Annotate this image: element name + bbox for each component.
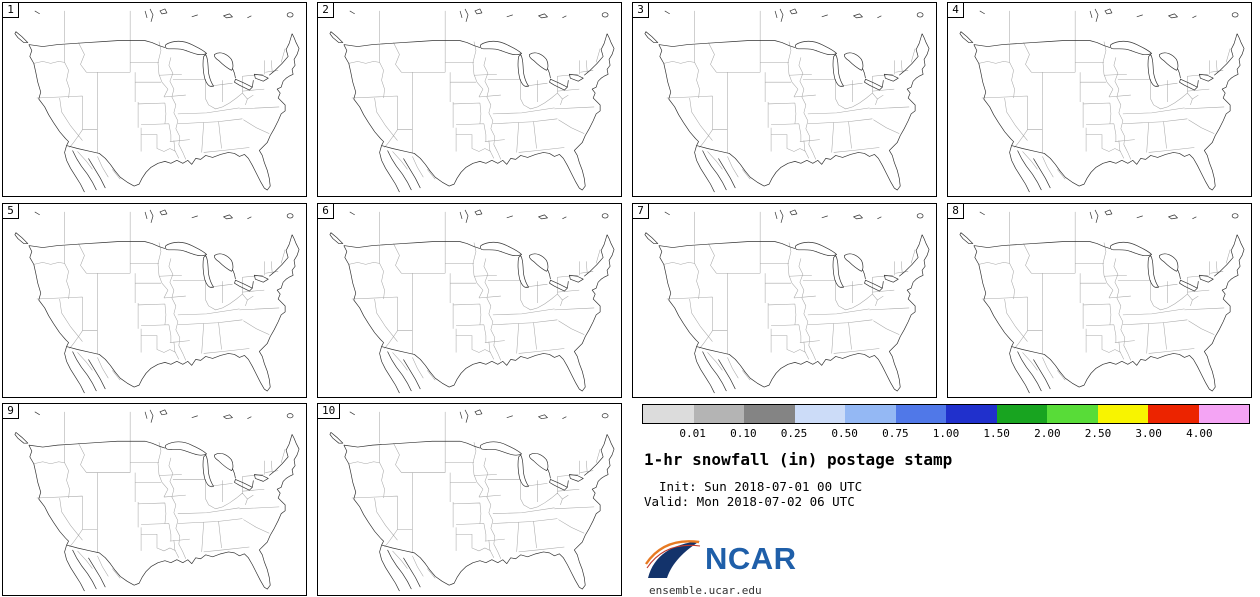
map-panel-10: 10 [317, 403, 622, 596]
map-panel-3: 3 [632, 2, 937, 197]
colorbar-segment [1148, 405, 1199, 423]
colorbar-tick-label: 0.25 [780, 427, 808, 440]
colorbar-tick-label: 1.00 [932, 427, 960, 440]
colorbar-segment [1097, 405, 1148, 423]
panel-number: 1 [3, 3, 19, 18]
map-panel-2: 2 [317, 2, 622, 197]
panel-number: 8 [948, 204, 964, 219]
conus-map [14, 409, 300, 592]
colorbar-tick-label: 4.00 [1186, 427, 1213, 440]
colorbar-segment [744, 405, 795, 423]
map-panel-7: 7 [632, 203, 937, 398]
map-panel-8: 8 [947, 203, 1252, 398]
panel-number: 3 [633, 3, 649, 18]
colorbar-segment [643, 405, 694, 423]
colorbar-segment [1047, 405, 1098, 423]
ncar-logo-text: NCAR [705, 541, 797, 576]
panel-number: 5 [3, 204, 19, 219]
valid-time: Valid: Mon 2018-07-02 06 UTC [644, 494, 855, 509]
ncar-logo-icon [645, 540, 701, 578]
conus-map [329, 8, 615, 193]
website-caption: ensemble.ucar.edu [649, 584, 762, 597]
map-panel-5: 5 [2, 203, 307, 398]
conus-map [14, 8, 300, 193]
map-panel-4: 4 [947, 2, 1252, 197]
colorbar-tick-label: 2.50 [1084, 427, 1112, 440]
panel-number: 2 [318, 3, 334, 18]
conus-map [959, 8, 1245, 193]
panel-number: 6 [318, 204, 334, 219]
map-panel-6: 6 [317, 203, 622, 398]
colorbar-tick-label: 0.75 [882, 427, 909, 440]
colorbar-ticks: 0.01 0.10 0.25 0.50 0.75 1.00 1.50 2.00 2.50 3.00… [642, 427, 1250, 441]
conus-map [329, 409, 615, 592]
colorbar-tick-label: 0.10 [730, 427, 757, 440]
map-panel-1: 1 [2, 2, 307, 197]
conus-map [644, 209, 930, 394]
colorbar-segment [845, 405, 896, 423]
plot-title: 1-hr snowfall (in) postage stamp [644, 450, 953, 469]
ncar-logo: NCAR [644, 537, 797, 581]
colorbar-tick-label: 1.50 [983, 427, 1010, 440]
map-panel-9: 9 [2, 403, 307, 596]
conus-map [329, 209, 615, 394]
colorbar-segment [794, 405, 845, 423]
colorbar-tick-label: 2.00 [1034, 427, 1061, 440]
colorbar-tick-label: 3.00 [1135, 427, 1162, 440]
init-time: Init: Sun 2018-07-01 00 UTC [659, 479, 863, 494]
colorbar-segment [996, 405, 1047, 423]
panel-number: 10 [318, 404, 341, 419]
colorbar-segment [946, 405, 997, 423]
colorbar-segment [895, 405, 946, 423]
panel-number: 4 [948, 3, 964, 18]
colorbar [642, 404, 1250, 424]
conus-map [959, 209, 1245, 394]
colorbar-tick-label: 0.50 [831, 427, 858, 440]
colorbar-tick-label: 0.01 [679, 427, 706, 440]
conus-map [14, 209, 300, 394]
colorbar-segment [1198, 405, 1249, 423]
panel-number: 9 [3, 404, 19, 419]
colorbar-segment [693, 405, 744, 423]
conus-map [644, 8, 930, 193]
panel-number: 7 [633, 204, 649, 219]
